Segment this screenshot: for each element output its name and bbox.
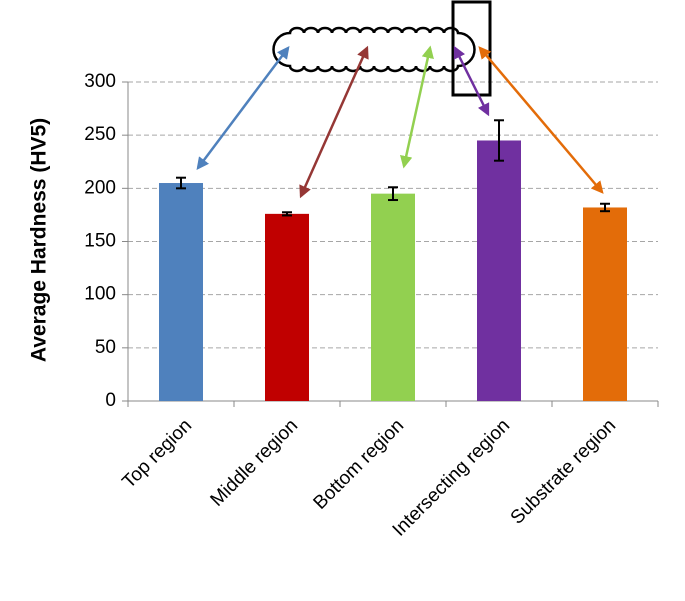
x-tick-label: Bottom region (310, 415, 408, 513)
arrow (478, 46, 604, 194)
schematic (272, 0, 492, 97)
arrow (400, 45, 434, 169)
bar (265, 213, 309, 401)
bar (477, 140, 521, 401)
arrows (196, 45, 604, 199)
y-tick-label: 50 (95, 337, 116, 358)
y-tick-label: 200 (84, 177, 116, 198)
y-tick-label: 150 (84, 231, 116, 252)
x-tick-label: Top region (118, 415, 196, 493)
y-tick-label: 300 (84, 71, 116, 92)
x-tick-label: Intersecting region (389, 415, 514, 540)
y-tick-label: 250 (84, 124, 116, 145)
y-tick-label: 100 (84, 284, 116, 305)
bar (159, 183, 203, 401)
arrow (299, 45, 369, 199)
error-bar (388, 186, 398, 202)
arrow (196, 46, 290, 170)
error-bar (600, 202, 610, 213)
x-tick-label: Substrate region (507, 415, 620, 528)
error-bar (176, 176, 186, 190)
x-tick-label: Middle region (207, 415, 303, 511)
bar (583, 207, 627, 401)
bar (371, 193, 415, 401)
y-tick-label: 0 (105, 390, 116, 411)
y-axis-label: Average Hardness (HV5) (28, 118, 51, 362)
error-bar (282, 211, 292, 217)
sample-outline (272, 26, 476, 73)
